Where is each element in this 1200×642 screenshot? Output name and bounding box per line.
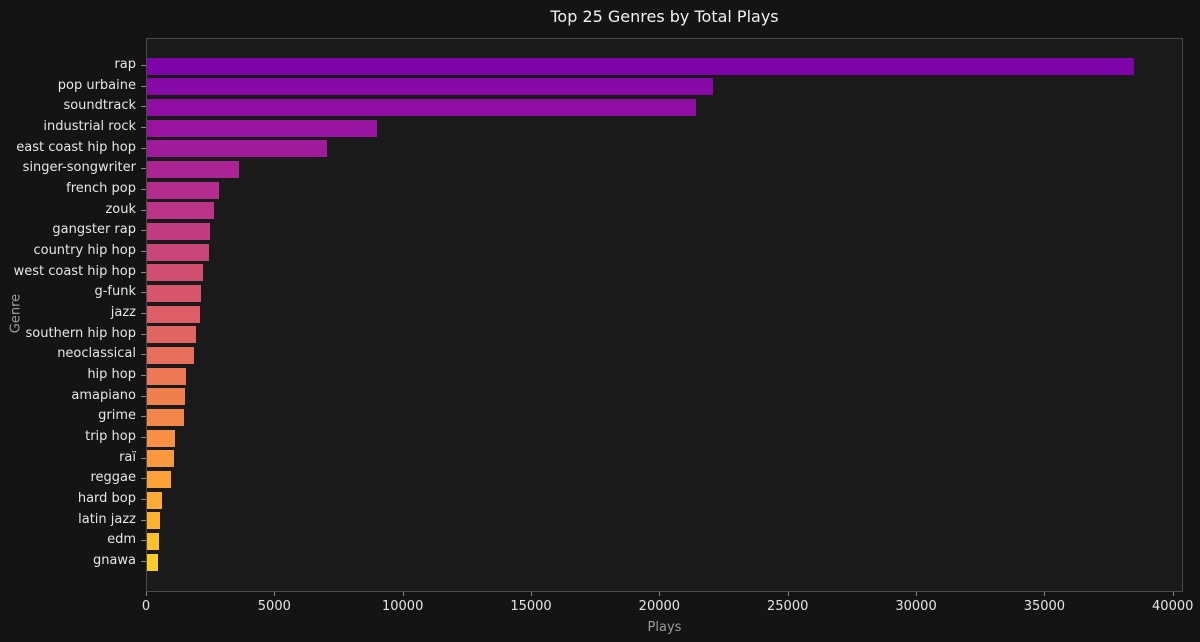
y-tick-mark: [141, 375, 146, 376]
bar-hard-bop: [147, 491, 162, 509]
y-tick-mark: [141, 395, 146, 397]
y-tick-label: west coast hip hop: [13, 263, 136, 279]
y-tick-label: jazz: [110, 305, 136, 320]
y-tick-label: latin jazz: [78, 511, 136, 527]
bar-gnawa: [147, 553, 159, 571]
x-tick-label: 40000: [1152, 599, 1194, 614]
y-tick-label: g-funk: [94, 284, 136, 300]
y-tick-label: rap: [114, 57, 136, 72]
y-tick-mark: [141, 292, 146, 294]
bar-amapiano: [147, 388, 185, 406]
bar-g-funk: [147, 284, 201, 302]
bar-jazz: [147, 305, 200, 323]
bar-southern-hip-hop: [147, 326, 196, 344]
y-axis-label: Genre: [8, 293, 24, 334]
y-tick-label: neoclassical: [57, 346, 136, 362]
y-tick-label: industrial rock: [43, 119, 136, 134]
x-tick-mark: [1044, 592, 1046, 596]
y-tick-label: soundtrack: [63, 98, 136, 114]
bar-pop-urbaine: [147, 78, 713, 96]
y-tick-label: country hip hop: [33, 243, 136, 258]
x-tick-mark: [659, 592, 661, 596]
x-tick-label: 10000: [381, 599, 424, 614]
plot-area: [146, 38, 1183, 592]
x-axis-label: Plays: [647, 620, 682, 635]
y-tick-mark: [141, 437, 146, 438]
x-tick-label: 35000: [1023, 599, 1066, 614]
x-tick-mark: [787, 592, 789, 596]
bar-country-hip-hop: [147, 243, 209, 261]
y-tick-mark: [141, 313, 146, 314]
x-tick-mark: [916, 592, 918, 596]
bar-singer-songwriter: [147, 160, 240, 178]
bar-grime: [147, 408, 184, 426]
bar-reggae: [147, 470, 171, 488]
y-tick-mark: [141, 354, 146, 356]
x-tick-mark: [1172, 592, 1174, 596]
y-tick-mark: [141, 106, 146, 108]
bar-west-coast-hip-hop: [147, 264, 203, 282]
x-tick-label: 30000: [895, 599, 937, 614]
y-tick-label: amapiano: [71, 387, 136, 403]
y-tick-label: hard bop: [77, 491, 136, 506]
y-tick-mark: [141, 478, 146, 480]
y-tick-label: southern hip hop: [25, 325, 136, 341]
y-tick-mark: [141, 499, 146, 500]
y-tick-label: trip hop: [85, 429, 136, 444]
y-tick-label: zouk: [105, 201, 136, 217]
y-tick-mark: [141, 230, 146, 232]
y-tick-label: gnawa: [92, 553, 136, 568]
y-tick-mark: [141, 147, 146, 149]
bar-industrial-rock: [147, 119, 377, 137]
y-tick-label: french pop: [66, 181, 136, 196]
y-tick-label: grime: [98, 408, 136, 424]
y-tick-label: gangster rap: [52, 222, 136, 238]
y-tick-mark: [141, 416, 146, 418]
y-tick-label: edm: [107, 532, 136, 548]
y-tick-mark: [141, 251, 146, 252]
bar-east-coast-hip-hop: [147, 140, 327, 158]
x-tick-mark: [274, 592, 276, 596]
y-tick-mark: [141, 457, 146, 459]
y-tick-mark: [141, 333, 146, 335]
y-tick-label: singer-songwriter: [22, 160, 136, 176]
bar-soundtrack: [147, 98, 697, 116]
chart-title: Top 25 Genres by Total Plays: [550, 7, 779, 26]
x-tick-label: 5000: [257, 599, 291, 614]
x-tick-label: 15000: [510, 599, 552, 614]
y-tick-label: east coast hip hop: [16, 139, 136, 155]
bar-latin-jazz: [147, 512, 161, 530]
bar-neoclassical: [147, 346, 194, 364]
y-tick-mark: [141, 127, 146, 128]
y-tick-mark: [141, 561, 146, 562]
y-tick-label: pop urbaine: [57, 77, 136, 93]
bar-zouk: [147, 202, 214, 220]
y-tick-label: hip hop: [87, 367, 136, 382]
x-tick-mark: [402, 592, 404, 596]
bar-gangster-rap: [147, 222, 210, 240]
y-tick-mark: [141, 85, 146, 87]
y-tick-mark: [141, 271, 146, 273]
y-tick-mark: [141, 65, 146, 66]
x-tick-mark: [531, 592, 533, 596]
y-tick-mark: [141, 168, 146, 170]
bar-french-pop: [147, 181, 219, 199]
x-tick-label: 20000: [638, 599, 681, 614]
y-tick-mark: [141, 540, 146, 542]
y-tick-mark: [141, 209, 146, 211]
bar-edm: [147, 532, 160, 550]
x-tick-mark: [146, 592, 147, 596]
bar-trip-hop: [147, 429, 175, 447]
bar-raï: [147, 450, 175, 468]
bar-hip-hop: [147, 367, 187, 385]
y-tick-mark: [141, 189, 146, 190]
y-tick-label: reggae: [90, 470, 136, 486]
y-tick-label: raï: [119, 449, 136, 465]
x-tick-label: 25000: [767, 599, 809, 614]
x-tick-label: 0: [141, 599, 151, 614]
y-tick-mark: [141, 519, 146, 521]
bar-rap: [147, 57, 1134, 75]
